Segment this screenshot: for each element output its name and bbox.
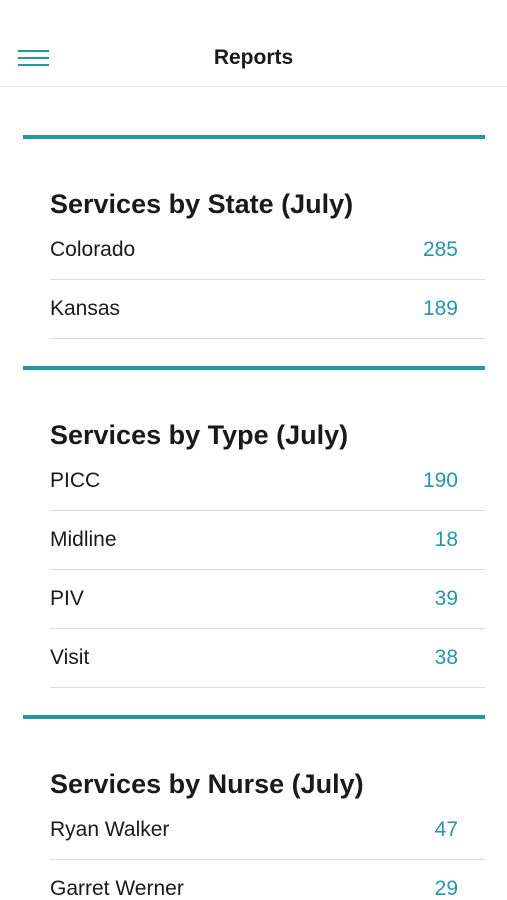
menu-button[interactable] — [18, 48, 49, 68]
row-value[interactable]: 189 — [422, 297, 458, 320]
row-divider — [50, 279, 485, 280]
row-label[interactable]: PIV — [50, 587, 84, 610]
section-title: Services by Nurse (July) — [50, 769, 364, 799]
row-label[interactable]: Kansas — [50, 297, 121, 320]
section-title: Services by Type (July) — [50, 420, 349, 450]
header: Reports — [0, 0, 507, 87]
row-label[interactable]: Ryan Walker — [50, 818, 170, 841]
row-divider — [50, 510, 485, 511]
row-label[interactable]: Colorado — [50, 238, 136, 261]
row-label[interactable]: Midline — [50, 528, 117, 551]
row-label[interactable]: Visit — [50, 646, 90, 669]
row-divider — [50, 628, 485, 629]
section-bar — [23, 366, 485, 370]
row-value[interactable]: 39 — [434, 587, 458, 610]
row-label[interactable]: PICC — [50, 469, 101, 492]
row-divider — [50, 687, 485, 688]
row-divider — [50, 859, 485, 860]
row-value[interactable]: 38 — [434, 646, 458, 669]
section-bar — [23, 135, 485, 139]
row-value[interactable]: 47 — [434, 818, 458, 841]
row-value[interactable]: 18 — [434, 528, 458, 551]
section-bar — [23, 715, 485, 719]
row-value[interactable]: 29 — [434, 877, 458, 900]
row-value[interactable]: 190 — [422, 469, 458, 492]
row-label[interactable]: Garret Werner — [50, 877, 184, 900]
row-value[interactable]: 285 — [422, 238, 458, 261]
section-title: Services by State (July) — [50, 189, 354, 219]
row-divider — [50, 338, 485, 339]
row-divider — [50, 569, 485, 570]
header-title: Reports — [213, 46, 294, 69]
